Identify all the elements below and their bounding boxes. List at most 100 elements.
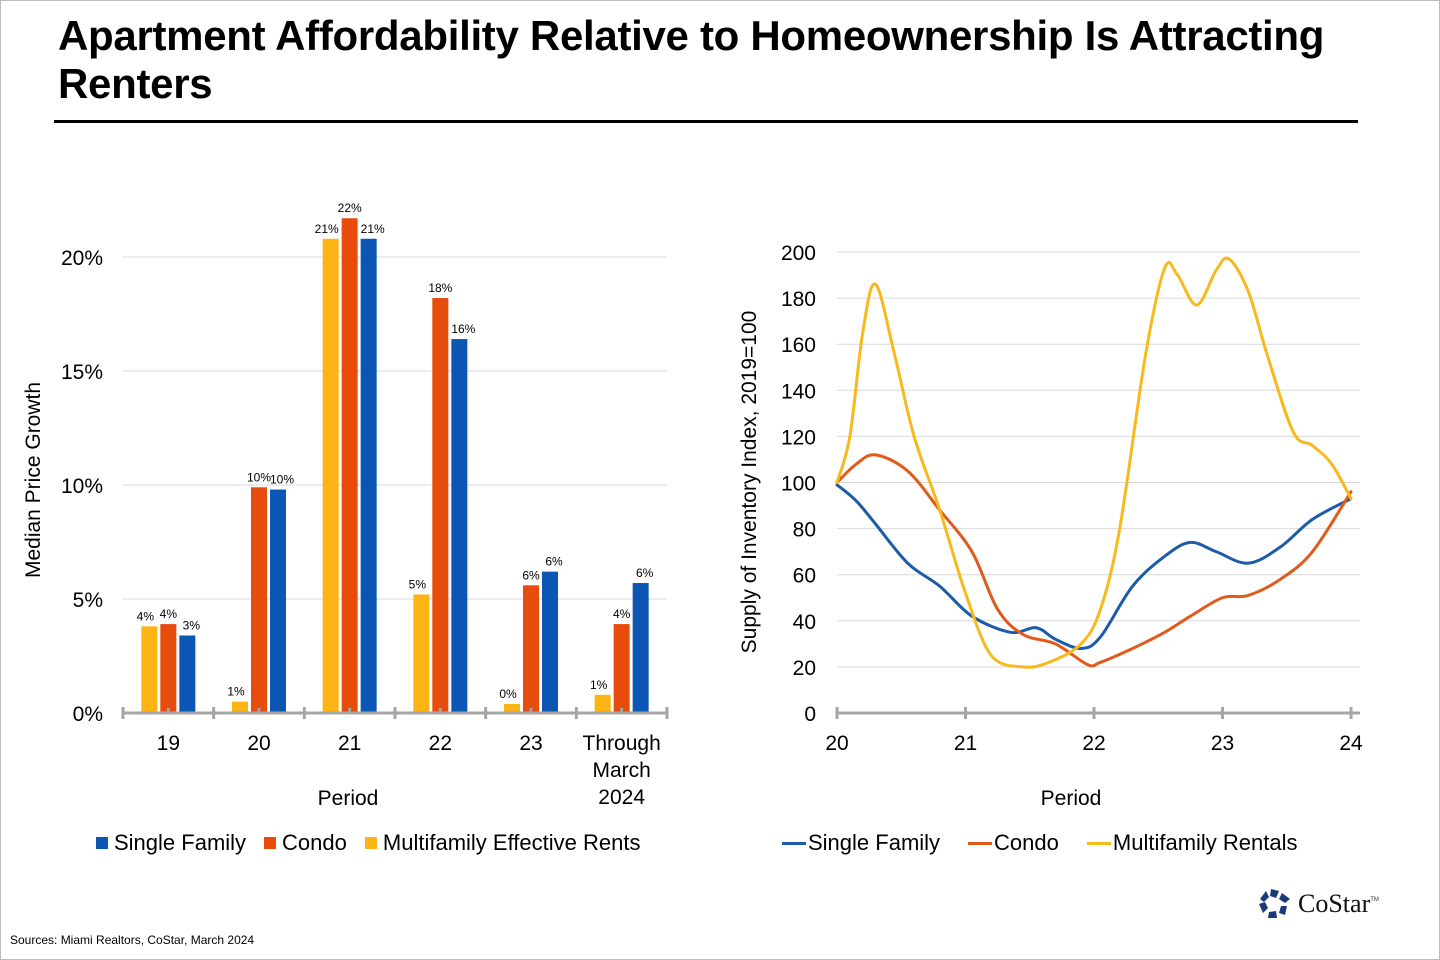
bar-data-label: 1% <box>227 685 245 699</box>
bar-x-axis-title: Period <box>318 787 379 810</box>
bar-data-label: 4% <box>160 607 178 621</box>
bar-data-label: 22% <box>338 201 362 215</box>
bar-data-label: 6% <box>636 566 654 580</box>
line-x-tick-label: 20 <box>825 732 848 755</box>
line-y-tick-label: 60 <box>793 565 816 588</box>
line-x-axis-title: Period <box>1041 787 1102 810</box>
line-legend: Single Family Condo Multifamily Rentals <box>782 830 1326 856</box>
legend-label: Single Family <box>114 830 247 855</box>
bar-legend: Single Family Condo Multifamily Effective … <box>96 830 658 856</box>
bar-single_family <box>270 489 286 713</box>
bar-chart: 0% 5% 10% 15% 20% 4% 1% 21% 5% 0% 1% 4% 10% 22% 18% 6%… <box>22 201 669 810</box>
line-y-tick-label: 200 <box>781 242 816 265</box>
bar-x-tick-label: Through <box>583 732 661 755</box>
legend-swatch <box>96 837 108 849</box>
line-y-tick-label: 120 <box>781 426 816 449</box>
line-x-tick-label: 21 <box>954 732 977 755</box>
bar-gridlines <box>123 256 667 600</box>
bar-condo <box>613 624 630 713</box>
bar-single_family <box>632 583 649 713</box>
bar-data-label: 0% <box>499 687 517 701</box>
bar-condo <box>251 487 267 713</box>
logo-text: CoStar <box>1298 889 1371 918</box>
line-x-axis <box>835 707 1360 719</box>
line-gridlines <box>837 251 1360 668</box>
bar-y-axis-title: Median Price Growth <box>22 382 45 578</box>
bar-x-axis <box>121 707 669 719</box>
bar-x-tick-labels: 19 20 21 22 23 Through March 2024 <box>157 732 661 809</box>
legend-label: Condo <box>994 830 1059 855</box>
line-x-tick-label: 22 <box>1082 732 1105 755</box>
bar-data-label: 21% <box>315 222 339 236</box>
line-y-tick-label: 80 <box>793 519 816 542</box>
bar-data-label: 4% <box>613 607 631 621</box>
bar-multifamily <box>322 238 339 713</box>
bar-data-labels: 4% 1% 21% 5% 0% 1% 4% 10% 22% 18% 6% 4% 3% 10% 21% 16% 6… <box>137 201 654 701</box>
bar-data-label: 6% <box>545 555 563 569</box>
bar-condo <box>523 585 539 713</box>
legend-item: Single Family <box>96 830 246 856</box>
bar-data-label: 10% <box>270 473 294 487</box>
line-y-axis-title: Supply of Inventory Index, 2019=100 <box>738 311 761 654</box>
line-x-tick-label: 24 <box>1339 732 1363 755</box>
line-x-tick-labels: 20 21 22 23 24 <box>825 732 1363 755</box>
bar-data-label: 4% <box>137 609 155 623</box>
title-divider <box>54 120 1358 123</box>
bar-condo <box>160 624 177 713</box>
legend-swatch <box>968 841 993 845</box>
bar-marks <box>141 218 649 714</box>
legend-swatch <box>782 841 806 845</box>
bar-data-label: 3% <box>183 618 201 632</box>
line-series-condo <box>835 453 1353 668</box>
line-y-tick-label: 160 <box>781 334 816 357</box>
bar-multifamily <box>594 694 611 713</box>
bar-data-label: 21% <box>361 222 385 236</box>
bar-multifamily <box>504 703 520 713</box>
bar-data-label: 16% <box>451 322 475 336</box>
legend-item: Multifamily Effective Rents <box>364 830 641 856</box>
line-series-group <box>835 256 1353 669</box>
bar-x-tick-label: 19 <box>157 732 180 755</box>
bar-single_family <box>179 635 196 713</box>
bar-data-label: 18% <box>428 281 452 295</box>
bar-single_family <box>360 238 377 713</box>
legend-item: Condo <box>264 830 347 856</box>
logo-trademark: TM <box>1370 897 1379 903</box>
bar-data-label: 5% <box>409 577 427 591</box>
slide-title: Apartment Affordability Relative to Home… <box>58 12 1325 107</box>
bar-data-label: 6% <box>522 568 540 582</box>
bar-y-tick-labels: 0% 5% 10% 15% 20% <box>61 247 103 726</box>
bar-x-tick-label: 23 <box>519 732 542 755</box>
bar-x-tick-label: 2024 <box>598 786 645 809</box>
line-y-tick-label: 100 <box>781 473 816 496</box>
legend-swatch <box>264 837 277 849</box>
legend-swatch <box>364 837 377 849</box>
bar-y-tick-label: 10% <box>61 475 103 498</box>
line-chart: 0 20 40 60 80 100 120 140 160 180 200 20 21 22 23 24 S… <box>738 242 1363 810</box>
bar-single_family <box>542 571 558 713</box>
bar-data-label: 10% <box>247 470 271 484</box>
sources-note: Sources: Miami Realtors, CoStar, March 2… <box>10 933 255 947</box>
bar-condo <box>432 298 449 713</box>
line-series-single-family <box>835 483 1353 650</box>
legend-item: Condo <box>968 830 1059 856</box>
bar-multifamily <box>141 626 158 713</box>
legend-swatch <box>1086 841 1111 845</box>
bar-x-tick-label: 22 <box>429 732 452 755</box>
legend-label: Condo <box>282 830 347 855</box>
line-y-tick-labels: 0 20 40 60 80 100 120 140 160 180 200 <box>781 242 816 726</box>
legend-label: Multifamily Effective Rents <box>382 830 641 855</box>
line-y-tick-label: 20 <box>793 657 816 680</box>
line-series-multifamily <box>835 256 1353 669</box>
bar-multifamily <box>413 594 430 713</box>
bar-data-label: 1% <box>590 678 608 692</box>
bar-x-tick-label: March <box>592 759 650 782</box>
costar-logo: CoStar TM <box>1258 888 1379 920</box>
line-y-tick-label: 40 <box>793 611 816 634</box>
bar-multifamily <box>232 701 248 713</box>
bar-single_family <box>451 339 468 713</box>
bar-y-tick-label: 20% <box>61 247 103 270</box>
line-y-tick-label: 180 <box>781 288 816 311</box>
bar-x-tick-label: 20 <box>247 732 270 755</box>
bar-y-tick-label: 5% <box>73 589 103 612</box>
